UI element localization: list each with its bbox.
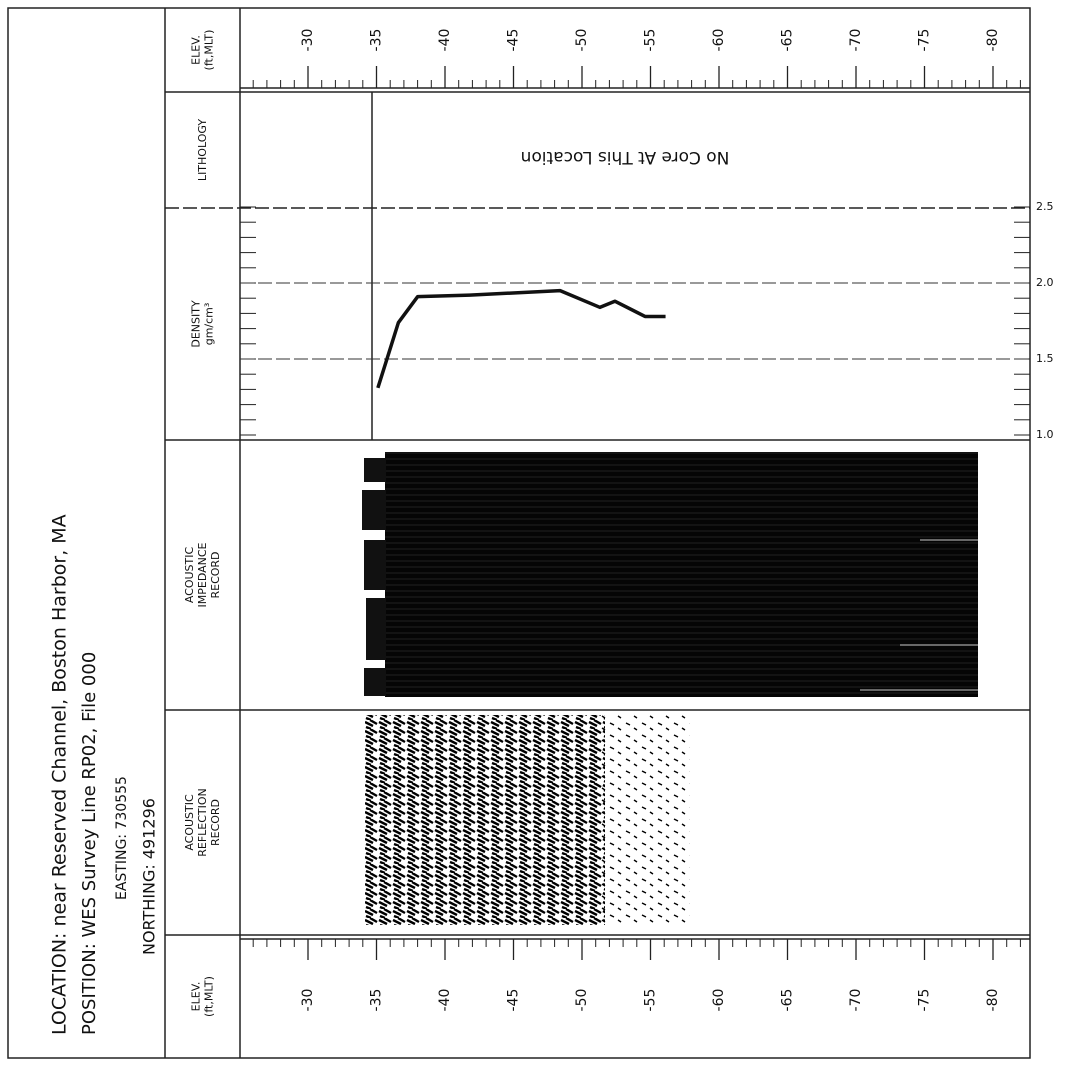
panel-label: RECORD (209, 799, 222, 846)
x-tick-label: -30 (300, 989, 316, 1012)
frame (7, 7, 1031, 1059)
y-tick-label: 2.0 (1036, 276, 1054, 289)
header-northing: NORTHING: 491296 (140, 798, 159, 955)
x-tick-label: -55 (643, 29, 659, 52)
y-tick-label: 1.5 (1036, 352, 1054, 365)
header-easting: EASTING: 730555 (114, 776, 130, 900)
panel-label: IMPEDANCE (196, 542, 209, 607)
x-tick-label: -75 (917, 29, 933, 52)
impedance-record (362, 452, 978, 697)
y-tick-label: 2.5 (1036, 200, 1054, 213)
header-location: LOCATION: near Reserved Channel, Boston … (49, 514, 71, 1035)
x-tick-label: -30 (300, 29, 316, 52)
x-tick-label: -60 (711, 29, 727, 52)
x-tick-label: -35 (369, 29, 385, 52)
x-tick-label: -45 (506, 989, 522, 1012)
panel-label: (ft,MLT) (203, 30, 216, 71)
panel-label: (ft,MLT) (203, 976, 216, 1017)
x-tick-label: -65 (780, 29, 796, 52)
y-tick-label: 1.0 (1036, 428, 1054, 441)
x-tick-label: -80 (985, 989, 1001, 1012)
annotation: No Core At This Location (521, 147, 730, 167)
panel-label: REFLECTION (196, 788, 209, 857)
x-tick-label: -45 (506, 29, 522, 52)
x-tick-label: -70 (848, 989, 864, 1012)
x-tick-label: -60 (711, 989, 727, 1012)
x-tick-label: -65 (780, 989, 796, 1012)
panel-label: RECORD (209, 551, 222, 598)
x-tick-label: -75 (917, 989, 933, 1012)
x-tick-label: -55 (643, 989, 659, 1012)
x-tick-label: -40 (437, 29, 453, 52)
x-tick-label: -35 (369, 989, 385, 1012)
x-tick-label: -70 (848, 29, 864, 52)
x-tick-label: -40 (437, 989, 453, 1012)
panel-label: ELEV. (190, 982, 203, 1012)
panel-label: LITHOLOGY (196, 119, 209, 181)
panel-label: ACOUSTIC (183, 547, 196, 604)
x-tick-label: -50 (574, 989, 590, 1012)
x-tick-label: -50 (574, 29, 590, 52)
panel-label: DENSITY (190, 300, 203, 348)
panel-label: gm/cm³ (203, 303, 216, 346)
panel-label: ACOUSTIC (183, 794, 196, 851)
density-line (376, 288, 666, 389)
reflection-record (365, 715, 690, 925)
header-position: POSITION: WES Survey Line RP02, File 000 (79, 652, 100, 1035)
panel-label: ELEV. (190, 35, 203, 65)
x-tick-label: -80 (985, 29, 1001, 52)
